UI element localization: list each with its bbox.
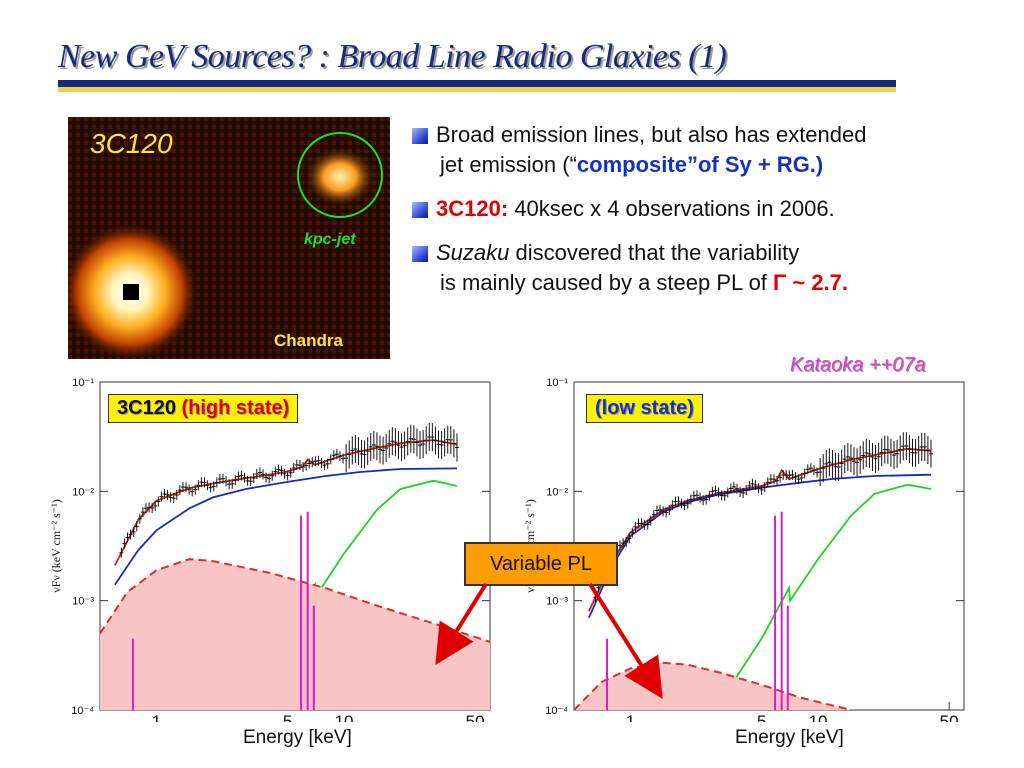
y-tick-label: 10⁻¹ — [546, 377, 568, 389]
y-axis-label: νFν (keV cm⁻² s⁻¹) — [49, 499, 63, 593]
bullet-text: jet emission (“ — [440, 152, 577, 177]
bullet-italic: Suzaku — [436, 240, 510, 265]
spectrum-plot-high-state: 10⁻⁴ 10⁻³ 10⁻² 10⁻¹ 1 5 10 50 νFν (keV cm⁻² s⁻¹) — [49, 377, 491, 722]
arrow-to-high-state — [435, 582, 488, 665]
citation: Kataoka ++07a — [790, 354, 926, 376]
x-tick-label: 10 — [335, 712, 354, 722]
bullet-text: is mainly caused by a steep PL of — [440, 270, 774, 295]
y-tick-label: 10⁻² — [546, 486, 568, 498]
bullet-text: discovered that the variability — [509, 240, 800, 265]
bullet-marker — [412, 202, 428, 218]
panel-label-low: (low state) — [586, 394, 703, 423]
x-axis-label: Energy [keV] — [243, 727, 352, 748]
series-variable_steep_pl — [574, 661, 855, 710]
x-tick-label: 1 — [152, 712, 161, 722]
y-tick-label: 10⁻⁴ — [71, 705, 94, 717]
y-tick-label: 10⁻³ — [72, 596, 94, 608]
source-name-label: 3C120 — [90, 128, 173, 159]
x-tick-label: 50 — [940, 712, 959, 722]
x-tick-label: 5 — [283, 712, 292, 722]
series-hard_pl — [114, 467, 458, 586]
slide-title: New GeV Sources? : Broad Line Radio Glax… — [58, 38, 727, 75]
y-tick-label: 10⁻⁴ — [545, 705, 568, 717]
x-axis-label: Energy [keV] — [735, 727, 844, 748]
bullet-highlight: Γ ~ 2.7. — [773, 270, 849, 295]
chandra-label: Chandra — [274, 331, 344, 350]
series-variable_steep_pl-fill — [100, 559, 490, 710]
x-tick-label: 1 — [626, 712, 635, 722]
series-variable_steep_pl — [100, 558, 490, 643]
series-group — [100, 423, 490, 710]
bullet-marker — [412, 128, 428, 144]
y-tick-label: 10⁻² — [72, 486, 94, 498]
y-tick-label: 10⁻¹ — [72, 377, 94, 389]
bullet-highlight: composite”of Sy + RG.) — [576, 152, 824, 177]
bullet-item: Broad emission lines, but also has exten… — [412, 120, 1012, 180]
bullet-list: Broad emission lines, but also has exten… — [412, 120, 1012, 312]
x-tick-label: 50 — [466, 712, 485, 722]
x-tick-label: 5 — [757, 712, 766, 722]
bullet-marker — [412, 246, 428, 262]
bullet-item: Suzaku discovered that the variability i… — [412, 238, 1012, 298]
chandra-image: 3C120 kpc-jet Chandra — [68, 117, 390, 359]
bullet-highlight: 3C120: — [436, 196, 509, 221]
series-hard_pl — [588, 473, 932, 618]
arrow-to-low-state — [588, 582, 663, 699]
kpc-jet-label: kpc-jet — [304, 231, 356, 248]
title-underline-accent — [58, 87, 896, 92]
bullet-text: Broad emission lines, but also has exten… — [436, 122, 867, 147]
y-tick-label: 10⁻³ — [546, 596, 568, 608]
variable-pl-callout: Variable PL — [464, 542, 618, 586]
bullet-item: 3C120: 40ksec x 4 observations in 2006. — [412, 194, 1012, 224]
panel-label-high: 3C120 (high state) — [108, 394, 299, 423]
panel-source: 3C120 — [117, 397, 176, 419]
series-reflection — [713, 483, 932, 710]
title-underline — [58, 80, 896, 87]
panel-state: (high state) — [181, 397, 290, 419]
bullet-text: 40ksec x 4 observations in 2006. — [508, 196, 835, 221]
x-tick-label: 10 — [809, 712, 828, 722]
